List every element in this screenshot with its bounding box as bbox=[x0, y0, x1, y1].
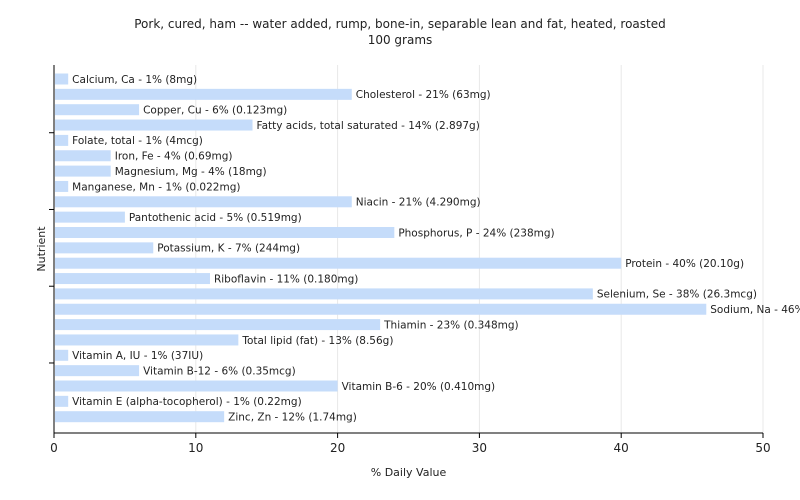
bar-label: Manganese, Mn - 1% (0.022mg) bbox=[72, 181, 240, 193]
bar-label: Zinc, Zn - 12% (1.74mg) bbox=[228, 412, 357, 424]
bar-label: Vitamin B-6 - 20% (0.410mg) bbox=[342, 381, 496, 393]
bar-label: Potassium, K - 7% (244mg) bbox=[157, 243, 300, 255]
x-tick-label: 50 bbox=[755, 441, 770, 455]
bar-label: Sodium, Na - 46% (1101mg) bbox=[710, 304, 800, 316]
bar bbox=[55, 242, 154, 254]
x-tick-label: 0 bbox=[50, 441, 58, 455]
bar bbox=[55, 73, 69, 85]
x-tick-label: 40 bbox=[614, 441, 629, 455]
bar-label: Folate, total - 1% (4mcg) bbox=[72, 135, 203, 147]
bar-label: Iron, Fe - 4% (0.69mg) bbox=[115, 151, 233, 163]
bar-label: Pantothenic acid - 5% (0.519mg) bbox=[129, 212, 302, 224]
grid-lines bbox=[195, 65, 764, 433]
chart-subtitle: 100 grams bbox=[367, 33, 433, 47]
bar bbox=[55, 134, 69, 146]
bar bbox=[55, 365, 140, 377]
axes bbox=[49, 65, 763, 434]
bar-label: Calcium, Ca - 1% (8mg) bbox=[72, 74, 197, 86]
bar-label: Cholesterol - 21% (63mg) bbox=[356, 89, 491, 101]
bars: Calcium, Ca - 1% (8mg) Cholesterol - 21% … bbox=[55, 73, 800, 424]
bar bbox=[55, 104, 140, 116]
bar bbox=[55, 180, 69, 192]
chart-title: Pork, cured, ham -- water added, rump, b… bbox=[134, 17, 666, 31]
bar-label: Vitamin A, IU - 1% (37IU) bbox=[72, 350, 203, 362]
bar bbox=[55, 211, 125, 223]
x-axis-title: % Daily Value bbox=[371, 466, 447, 479]
bar bbox=[55, 273, 210, 285]
bar-label: Magnesium, Mg - 4% (18mg) bbox=[115, 166, 267, 178]
bar bbox=[55, 257, 622, 269]
bar bbox=[55, 288, 593, 300]
x-tick-label: 10 bbox=[188, 441, 203, 455]
bar bbox=[55, 150, 111, 162]
bar bbox=[55, 380, 338, 392]
bar-label: Total lipid (fat) - 13% (8.56g) bbox=[241, 335, 393, 347]
bar-label: Copper, Cu - 6% (0.123mg) bbox=[143, 105, 287, 117]
bar-label: Vitamin E (alpha-tocopherol) - 1% (0.22m… bbox=[72, 396, 302, 408]
bar bbox=[55, 349, 69, 361]
bar-label: Selenium, Se - 38% (26.3mcg) bbox=[597, 289, 757, 301]
y-axis-title: Nutrient bbox=[35, 226, 48, 272]
bar bbox=[55, 119, 253, 131]
bar bbox=[55, 334, 239, 346]
bar-label: Riboflavin - 11% (0.180mg) bbox=[214, 273, 358, 285]
bar bbox=[55, 165, 111, 177]
bar-label: Niacin - 21% (4.290mg) bbox=[356, 197, 481, 209]
bar-label: Fatty acids, total saturated - 14% (2.89… bbox=[257, 120, 480, 132]
bar bbox=[55, 227, 395, 238]
bar-label: Protein - 40% (20.10g) bbox=[625, 258, 744, 270]
bar bbox=[55, 88, 352, 100]
bar bbox=[55, 411, 225, 423]
chart-title-block: Pork, cured, ham -- water added, rump, b… bbox=[0, 16, 800, 48]
bar-label: Thiamin - 23% (0.348mg) bbox=[383, 319, 519, 331]
bar-label: Phosphorus, P - 24% (238mg) bbox=[398, 227, 554, 239]
x-tick-label: 30 bbox=[472, 441, 487, 455]
bar-label: Vitamin B-12 - 6% (0.35mcg) bbox=[143, 365, 296, 377]
bar bbox=[55, 303, 707, 315]
bar bbox=[55, 395, 69, 407]
bar bbox=[55, 196, 352, 208]
x-axis-ticks: 0 10 20 30 40 50 bbox=[50, 433, 771, 455]
x-tick-label: 20 bbox=[330, 441, 345, 455]
bar bbox=[55, 319, 381, 331]
